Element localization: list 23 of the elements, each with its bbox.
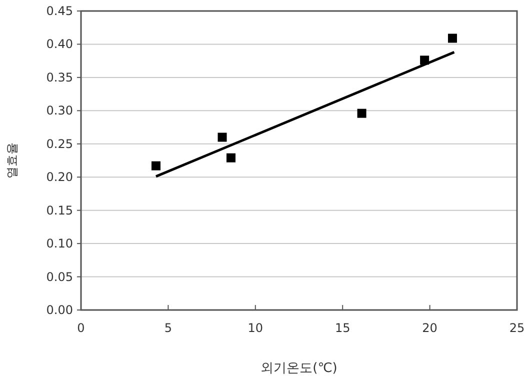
x-tick-label: 5	[164, 321, 172, 335]
y-tick-label: 0.15	[46, 203, 73, 218]
y-tick-label: 0.00	[46, 303, 73, 317]
y-tick-label: 0.25	[46, 136, 73, 151]
point	[357, 108, 366, 118]
y-tick-label: 0.05	[46, 270, 73, 284]
y-axis-title: 열효율	[5, 142, 19, 178]
point	[226, 153, 236, 162]
y-tick-label: 0.35	[46, 70, 73, 84]
x-tick-label: 25	[509, 321, 525, 335]
x-tick-label: 20	[422, 321, 438, 335]
point	[448, 34, 457, 43]
x-tick-label: 10	[248, 321, 264, 335]
x-axis-title: 외기온도(℃)	[260, 361, 338, 376]
point	[151, 161, 160, 170]
y-tick-label: 0.20	[46, 170, 73, 184]
y-tick-label: 0.30	[46, 104, 73, 118]
x-tick-label: 0	[77, 321, 85, 335]
y-tick-label: 0.40	[46, 37, 73, 52]
y-tick-label: 0.10	[46, 236, 73, 251]
y-tick-label: 0.45	[46, 4, 73, 18]
x-tick-label: 15	[334, 321, 350, 335]
point	[218, 132, 227, 142]
